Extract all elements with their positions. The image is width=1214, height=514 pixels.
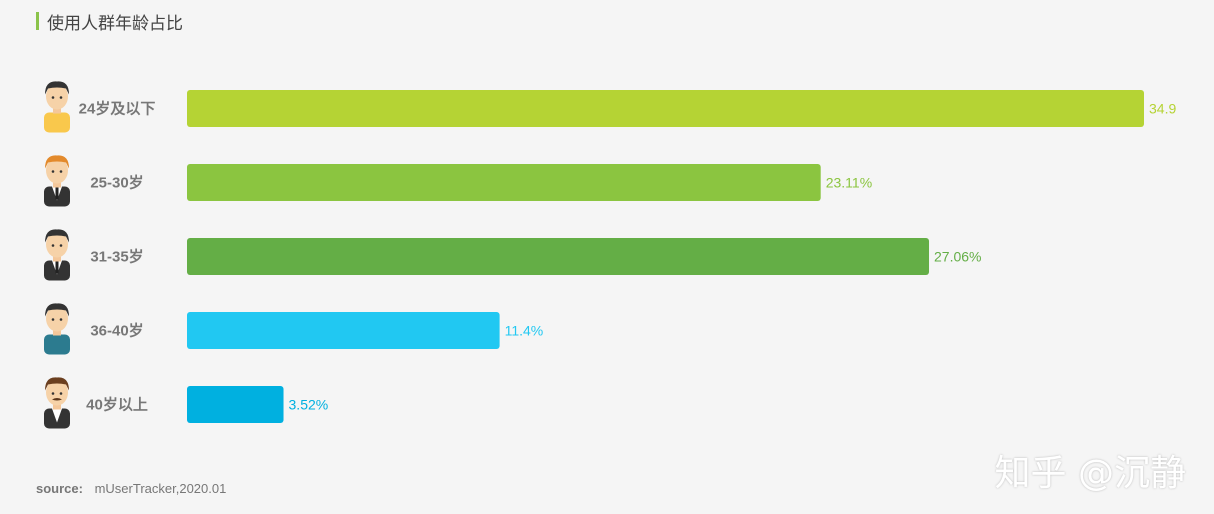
category-label: 40岁以上 — [86, 396, 148, 414]
bar — [187, 386, 284, 423]
title-accent-bar — [36, 12, 39, 30]
value-label: 34.9 — [1149, 101, 1176, 117]
bar — [187, 238, 930, 275]
value-label: 3.52% — [289, 397, 329, 413]
source-note: source: mUserTracker,2020.01 — [36, 481, 226, 496]
bar — [187, 164, 821, 201]
chart-title: 使用人群年龄占比 — [36, 10, 183, 33]
source-label: source: — [36, 481, 83, 496]
source-text: mUserTracker,2020.01 — [94, 481, 227, 496]
avatar-man-casual-icon — [44, 303, 70, 355]
bar — [187, 312, 500, 349]
category-label: 31-35岁 — [90, 248, 143, 266]
category-label: 24岁及以下 — [79, 100, 156, 118]
avatar-young-man-icon — [44, 155, 70, 207]
category-label: 36-40岁 — [90, 322, 143, 340]
category-label: 25-30岁 — [90, 174, 143, 192]
value-label: 27.06% — [934, 249, 981, 265]
value-label: 23.11% — [826, 175, 872, 191]
avatar-mustache-man-icon — [44, 377, 70, 429]
bar — [187, 90, 1144, 127]
avatar-man-suit-icon — [44, 229, 70, 281]
value-label: 11.4% — [505, 323, 544, 339]
chart-title-text: 使用人群年龄占比 — [47, 13, 183, 33]
watermark: 知乎 @沉静 — [994, 453, 1186, 494]
avatar-boy-icon — [44, 81, 70, 133]
